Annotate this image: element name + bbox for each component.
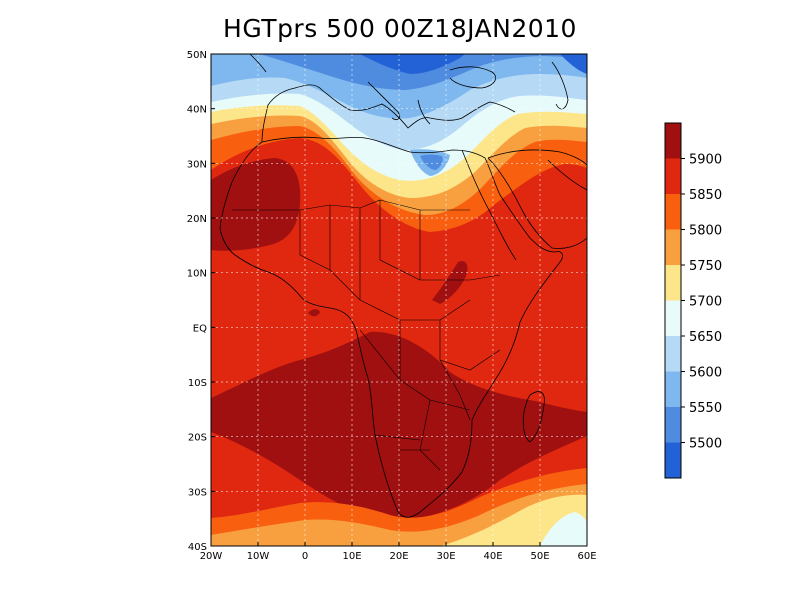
contour-band-deep-red-east [432,260,468,304]
lat-label: 40N [187,105,207,116]
colorbar-label: 5900 [689,153,722,168]
colorbar-segment [665,123,681,159]
colorbar-label: 5550 [689,401,722,416]
lat-label: 20S [188,433,207,444]
colorbar-segment [665,407,681,443]
lat-label: 30N [187,159,207,170]
colorbar-segment [665,194,681,230]
lon-label: 20W [200,551,223,562]
contour-band-deep-red-gulf [308,309,320,317]
colorbar-label: 5800 [689,224,722,239]
caspian-coastline [551,61,569,110]
lon-label: 0 [302,551,308,562]
europe-coastline [261,84,516,143]
greece-coastline [417,99,431,125]
contour-band-darkblue-tongue [420,154,443,170]
black-sea-coastline [449,66,496,89]
lon-label: 60E [577,551,596,562]
coastlines [219,54,587,518]
lat-label: EQ [193,323,207,334]
lon-label: 10W [247,551,270,562]
colorbar-segment [665,229,681,266]
country-borders [232,199,501,471]
lat-label: 30S [188,487,207,498]
africa-coastline [219,136,563,518]
contour-band-dark-blue-east [560,54,587,74]
contour-band-white-south [540,512,587,546]
british-isles-coastline [249,54,267,73]
lon-label: 10E [342,551,361,562]
lat-label: 40S [188,542,207,553]
colorbar-label: 5500 [689,437,722,452]
lon-label: 40E [483,551,502,562]
lat-label: 10N [187,269,207,280]
lon-label: 30E [436,551,455,562]
arabia-coastline [487,149,587,249]
colorbar-segment [665,158,681,195]
longitude-labels: 20W 10W 0 10E 20E 30E 40E 50E 60E [200,542,597,562]
contour-band-deep-red-northwest [211,158,301,251]
colorbar-label: 5600 [689,366,722,381]
persian-gulf-coastline [547,159,587,191]
colorbar-segment [665,265,681,301]
lon-label: 20E [389,551,408,562]
red-sea-coastline [461,149,517,261]
colorbar-label: 5750 [689,259,722,274]
lat-label: 10S [188,378,207,389]
italy-coastline [367,81,400,120]
latitude-labels: 50N 40N 30N 20N 10N EQ 10S 20S 30S 40S [187,50,215,553]
graticule [211,54,587,546]
lat-label: 20N [187,214,207,225]
map-title: HGTprs 500 00Z18JAN2010 [223,14,577,43]
colorbar-label: 5650 [689,330,722,345]
madagascar-coastline [522,391,545,443]
lon-label: 50E [530,551,549,562]
colorbar-segment [665,336,681,372]
colorbar-label: 5700 [689,295,722,310]
colorbar-segment [665,300,681,337]
contour-band-dark-blue-north [360,54,465,74]
lat-label: 50N [187,50,207,61]
colorbar-segment [665,442,681,479]
colorbar: 5900 5850 5800 5750 5700 5650 5600 5550 5500 [664,122,722,479]
colorbar-label: 5850 [689,188,722,203]
colorbar-segment [665,371,681,408]
